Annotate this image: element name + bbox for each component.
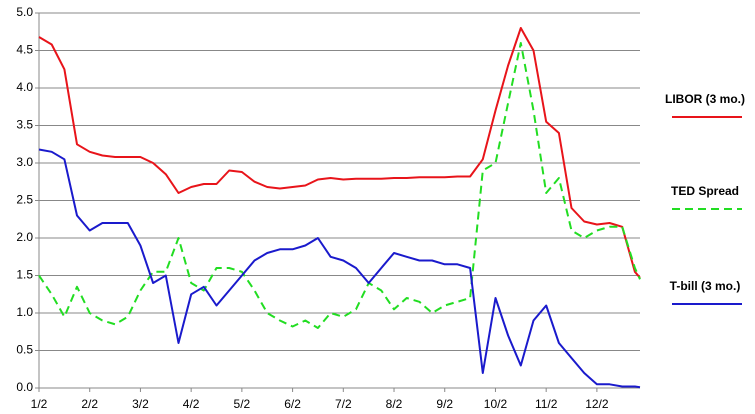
x-tick-label: 8/2	[386, 397, 403, 411]
y-tick-label: 0.0	[16, 380, 33, 394]
legend-label: TED Spread	[671, 184, 739, 198]
x-tick-label: 10/2	[484, 397, 508, 411]
x-tick-label: 9/2	[436, 397, 453, 411]
legend-label: T-bill (3 mo.)	[670, 279, 741, 293]
x-tick-label: 1/2	[31, 397, 48, 411]
series-line	[38, 148, 641, 389]
y-tick-label: 4.0	[16, 80, 33, 94]
x-tick-label: 6/2	[284, 397, 301, 411]
series-line	[38, 27, 641, 279]
y-tick-label: 1.5	[16, 268, 33, 282]
legend-label: LIBOR (3 mo.)	[665, 92, 745, 106]
y-tick-label: 4.5	[16, 43, 33, 57]
y-tick-label: 2.0	[16, 230, 33, 244]
x-tick-label: 11/2	[535, 397, 558, 411]
x-tick-label: 2/2	[81, 397, 98, 411]
x-tick-label: 3/2	[132, 397, 149, 411]
y-tick-label: 3.5	[16, 118, 33, 132]
series-line	[38, 42, 641, 329]
y-tick-label: 1.0	[16, 305, 33, 319]
y-tick-label: 3.0	[16, 155, 33, 169]
x-tick-label: 7/2	[335, 397, 352, 411]
y-tick-label: 5.0	[16, 5, 33, 19]
x-tick-label: 12/2	[585, 397, 609, 411]
y-tick-label: 2.5	[16, 193, 33, 207]
x-tick-label: 4/2	[183, 397, 200, 411]
x-tick-label: 5/2	[234, 397, 251, 411]
y-tick-label: 0.5	[16, 343, 33, 357]
